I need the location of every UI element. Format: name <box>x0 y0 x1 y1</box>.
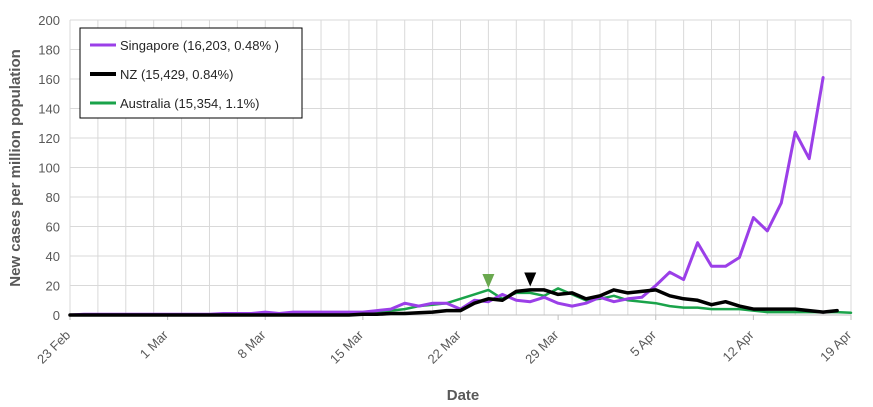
x-tick-label: 23 Feb <box>34 327 73 366</box>
y-tick-label: 80 <box>46 190 60 205</box>
y-tick-label: 60 <box>46 220 60 235</box>
annotation-triangle-marker <box>524 272 537 287</box>
gridlines <box>69 19 852 316</box>
y-tick-label: 40 <box>46 249 60 264</box>
x-axis-ticks: 23 Feb 1 Mar 8 Mar 15 Mar 22 Mar 29 Mar 5 Apr 1… <box>34 315 855 367</box>
x-tick-label: 22 Mar <box>425 327 465 367</box>
x-tick-label: 12 Apr <box>719 327 757 365</box>
y-tick-label: 0 <box>53 308 60 323</box>
y-tick-label: 140 <box>38 102 60 117</box>
legend-label-singapore: Singapore (16,203, 0.48% ) <box>120 38 279 53</box>
y-tick-label: 20 <box>46 279 60 294</box>
x-tick-label: 15 Mar <box>327 327 367 367</box>
x-tick-label: 5 Apr <box>627 327 660 360</box>
y-tick-label: 200 <box>38 13 60 28</box>
annotation-triangle-marker <box>482 274 495 289</box>
y-tick-label: 120 <box>38 131 60 146</box>
x-tick-label: 8 Mar <box>234 327 269 362</box>
y-axis-ticks: 0 20 40 60 80 100 120 140 160 180 200 <box>38 13 60 323</box>
y-tick-label: 160 <box>38 72 60 87</box>
y-tick-label: 100 <box>38 161 60 176</box>
annotation-markers <box>482 272 537 289</box>
x-axis-title: Date <box>447 387 480 404</box>
y-tick-label: 180 <box>38 43 60 58</box>
x-tick-label: 19 Apr <box>817 327 855 365</box>
series-lines <box>68 76 853 317</box>
legend-label-nz: NZ (15,429, 0.84%) <box>120 67 233 82</box>
legend-box <box>79 27 303 119</box>
legend: Singapore (16,203, 0.48% ) NZ (15,429, 0… <box>79 27 303 119</box>
series-line-1 <box>68 288 839 317</box>
legend-label-australia: Australia (15,354, 1.1%) <box>120 96 259 111</box>
y-axis-title: New cases per million population <box>7 49 24 287</box>
x-tick-label: 29 Mar <box>522 327 562 367</box>
x-tick-label: 1 Mar <box>137 327 172 362</box>
